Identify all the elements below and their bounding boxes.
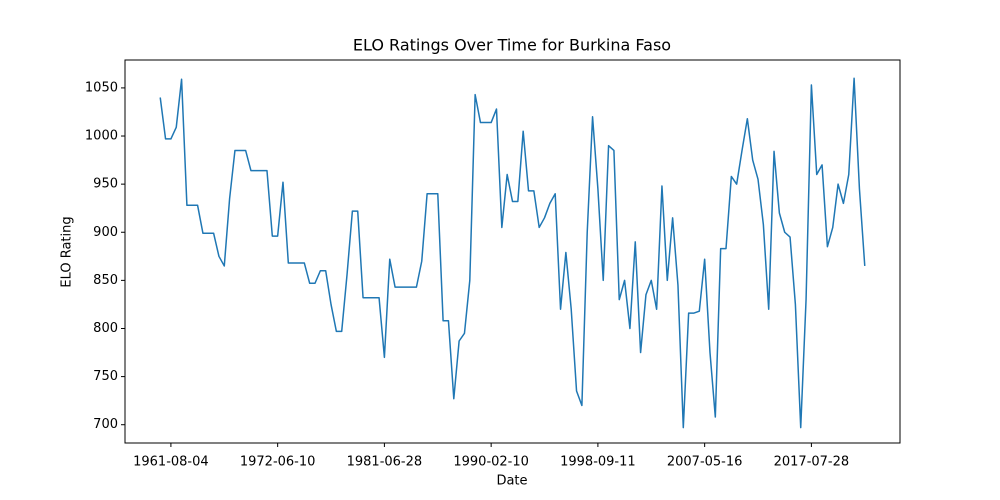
x-tick-label: 1990-02-10: [453, 455, 529, 470]
x-tick-label: 2007-05-16: [667, 455, 743, 470]
y-tick-label: 750: [93, 369, 118, 384]
y-axis-label: ELO Rating: [60, 216, 75, 287]
y-tick-label: 800: [93, 321, 118, 336]
y-tick-label: 850: [93, 273, 118, 288]
x-tick-label: 1961-08-04: [133, 455, 209, 470]
x-tick-label: 1998-09-11: [560, 455, 636, 470]
plot-frame: [124, 59, 901, 444]
chart-title: ELO Ratings Over Time for Burkina Faso: [353, 36, 671, 55]
x-tick-label: 2017-07-28: [774, 455, 850, 470]
data-line: [159, 77, 866, 429]
x-tick-label: 1981-06-28: [347, 455, 423, 470]
x-axis-label: Date: [496, 474, 527, 489]
y-tick-label: 700: [93, 417, 118, 432]
y-tick-label: 1050: [85, 80, 118, 95]
y-tick-label: 900: [93, 225, 118, 240]
y-tick-label: 950: [93, 177, 118, 192]
y-tick-label: 1000: [85, 129, 118, 144]
x-tick-label: 1972-06-10: [240, 455, 316, 470]
